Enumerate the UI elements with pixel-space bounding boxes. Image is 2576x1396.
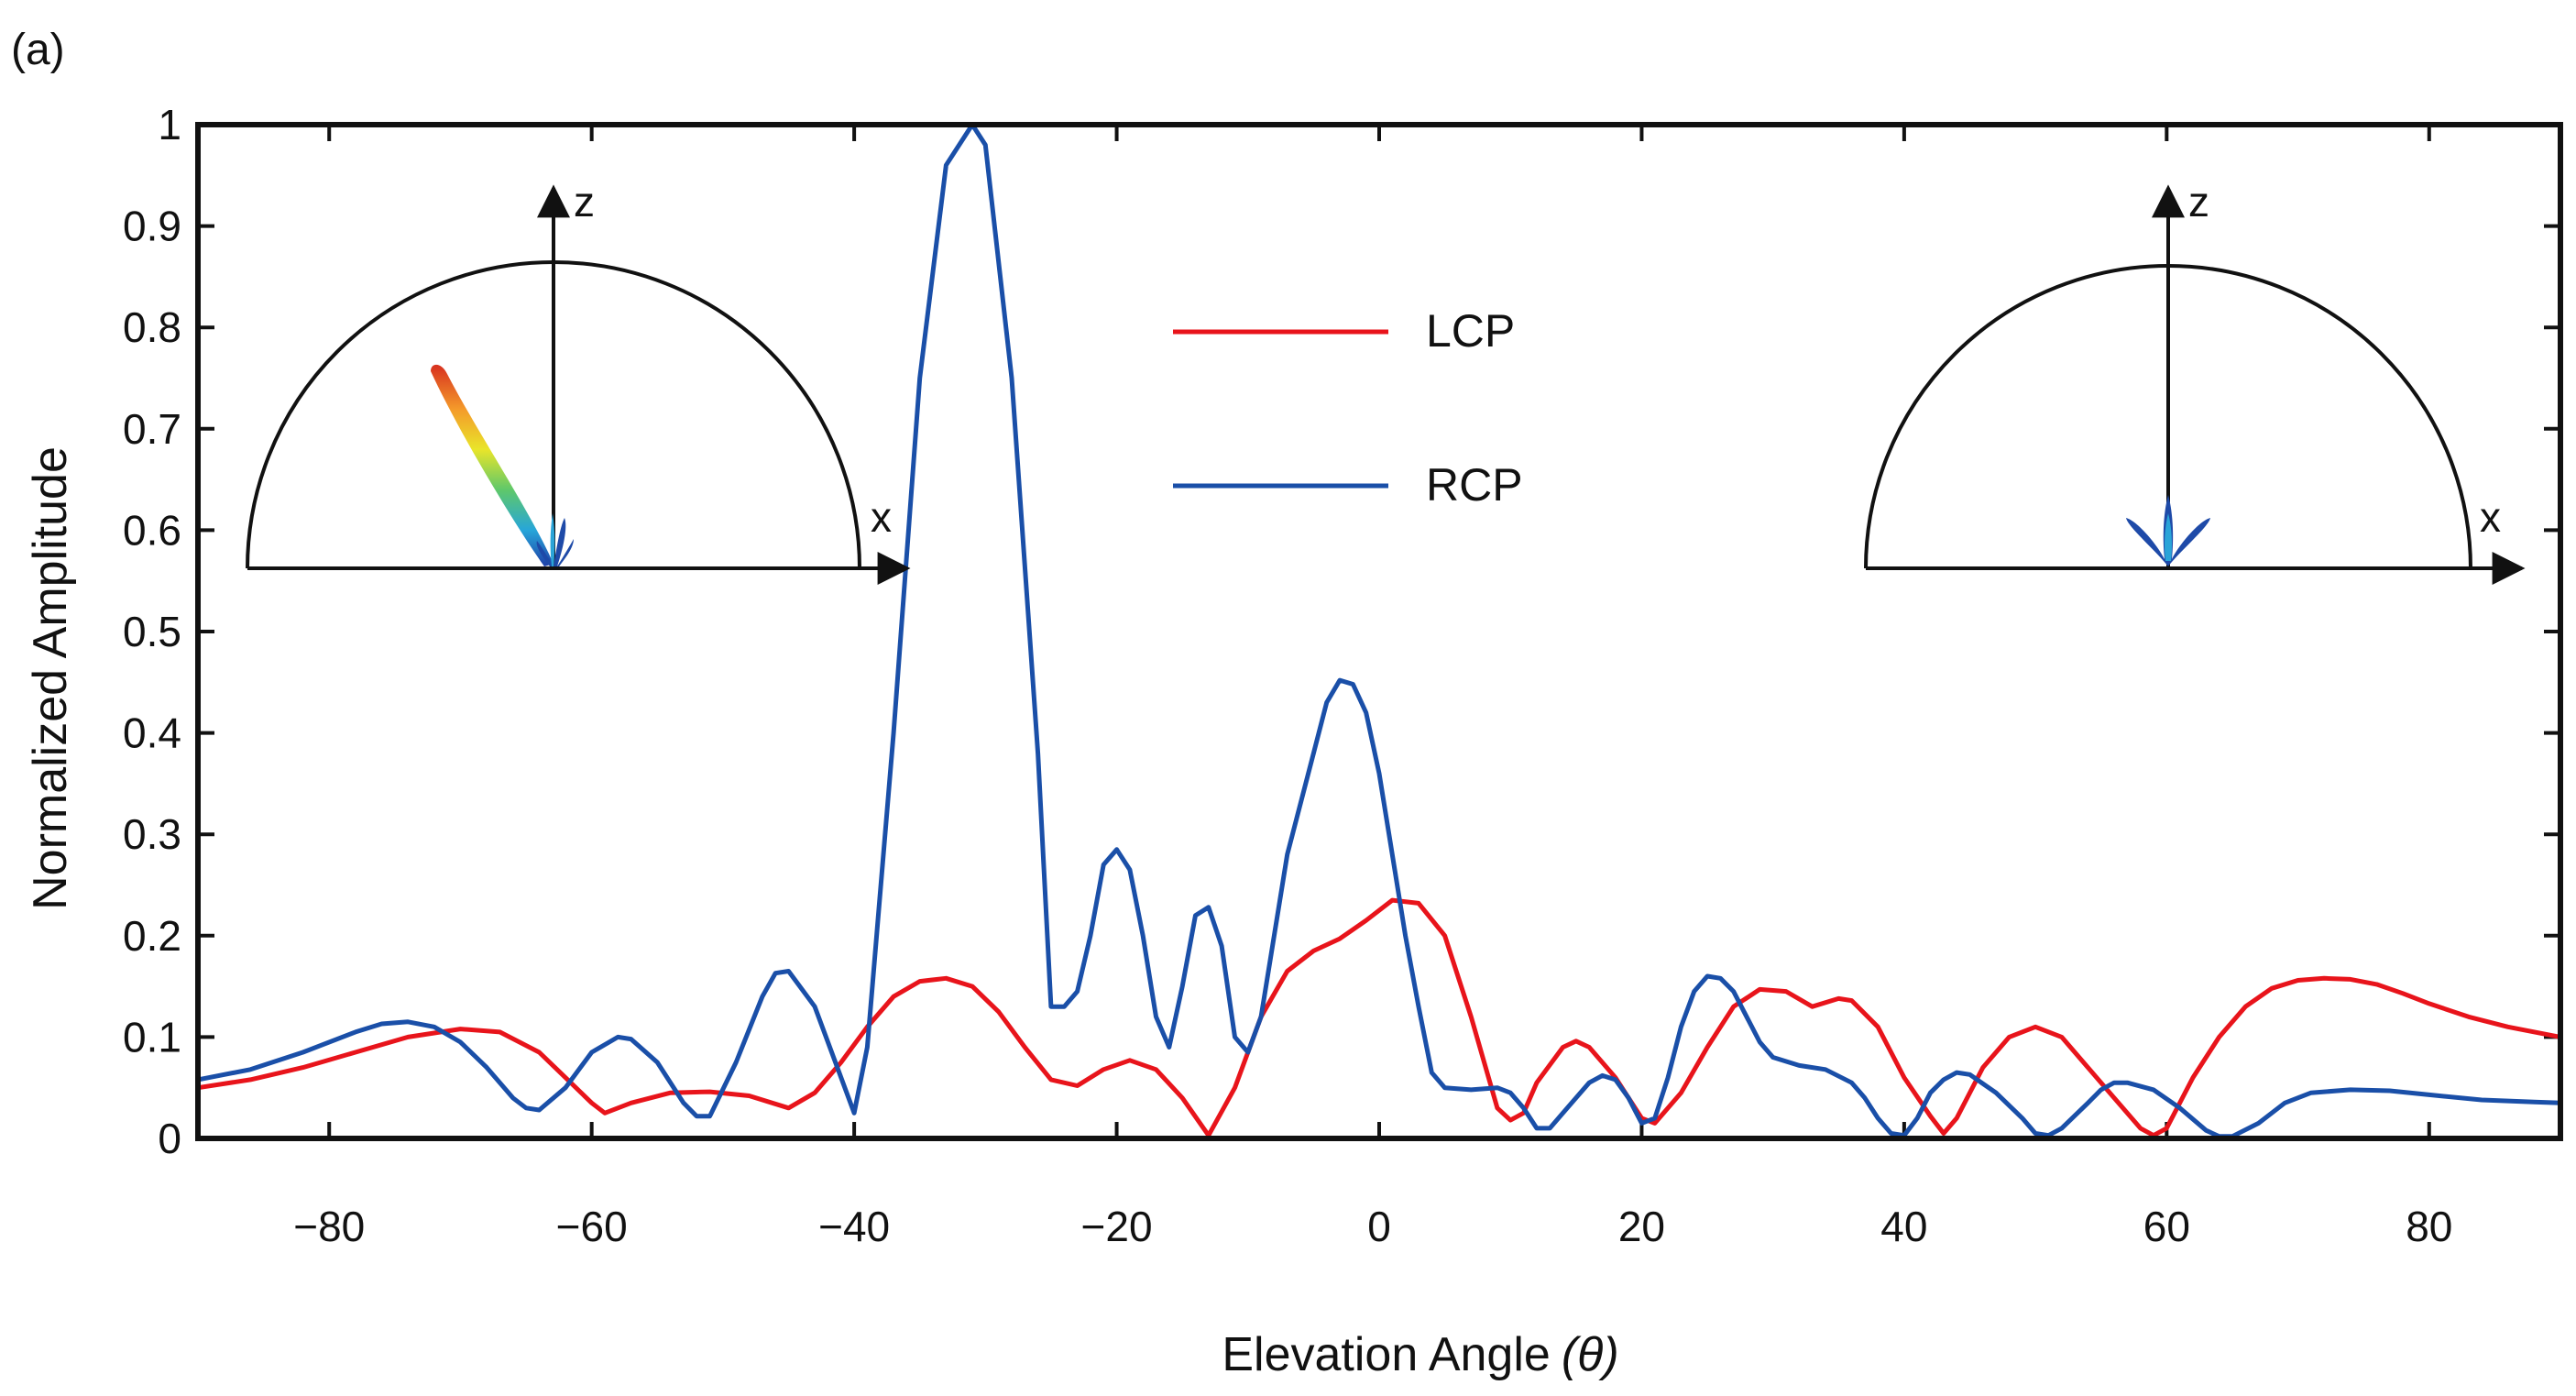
inset-1-z-label: z <box>574 178 595 225</box>
x-tick-label: 40 <box>1880 1203 1927 1250</box>
series-layer <box>197 122 2561 1139</box>
legend: LCP RCP <box>1173 305 1523 511</box>
y-tick-label: 0.4 <box>123 709 181 757</box>
inset-2-z-label: z <box>2188 178 2209 225</box>
inset-2-center-lobe <box>2165 513 2172 561</box>
y-tick-label: 1 <box>158 101 181 148</box>
inset-1-x-label: x <box>871 493 892 541</box>
y-tick-label: 0.3 <box>123 810 181 858</box>
y-tick-label: 0.1 <box>123 1013 181 1061</box>
x-axis-title: Elevation Angle (θ) <box>1222 1328 1618 1381</box>
panel-label: (a) <box>11 26 65 74</box>
inset-1-side-lobes <box>536 518 574 566</box>
x-tick-label: 20 <box>1618 1203 1665 1250</box>
y-tick-label: 0.7 <box>123 405 181 453</box>
y-axis-title: Normalized Amplitude <box>24 446 77 910</box>
series-line-lcp <box>197 897 2561 1138</box>
y-tick-label: 0.6 <box>123 506 181 554</box>
inset-broadside-beam: z x <box>1864 178 2526 585</box>
series-line-rcp <box>197 122 2561 1139</box>
y-tick-label: 0.2 <box>123 912 181 960</box>
inset-2-x-label: x <box>2480 493 2501 541</box>
x-tick-label: −20 <box>1081 1203 1153 1250</box>
x-tick-label: −60 <box>556 1203 628 1250</box>
y-tick-label: 0.5 <box>123 608 181 655</box>
x-tick-label: −80 <box>293 1203 365 1250</box>
inset-tilted-beam: z x <box>246 178 911 585</box>
legend-item-lcp: LCP <box>1173 305 1515 357</box>
x-axis-title-text: Elevation Angle <box>1222 1328 1551 1381</box>
x-tick-label: 60 <box>2143 1203 2190 1250</box>
legend-label-lcp: LCP <box>1426 305 1515 357</box>
x-tick-label: 80 <box>2406 1203 2452 1250</box>
y-tick-label: 0.8 <box>123 303 181 351</box>
x-axis: −80 −60 −40 −20 0 20 40 60 80 <box>293 125 2452 1250</box>
y-tick-label: 0.9 <box>123 203 181 250</box>
inset-1-small-lobe <box>550 513 555 566</box>
y-axis: 0 0.1 0.2 0.3 0.4 0.5 0.6 0.7 0.8 0.9 1 <box>123 101 2560 1162</box>
legend-label-rcp: RCP <box>1426 459 1523 511</box>
plot-frame <box>195 122 2563 1141</box>
x-tick-label: 0 <box>1367 1203 1391 1250</box>
x-tick-label: −40 <box>818 1203 890 1250</box>
x-axis-title-symbol: (θ) <box>1562 1328 1619 1381</box>
inset-1-main-lobe <box>431 364 554 566</box>
y-tick-label: 0 <box>158 1115 181 1162</box>
legend-item-rcp: RCP <box>1173 459 1523 511</box>
